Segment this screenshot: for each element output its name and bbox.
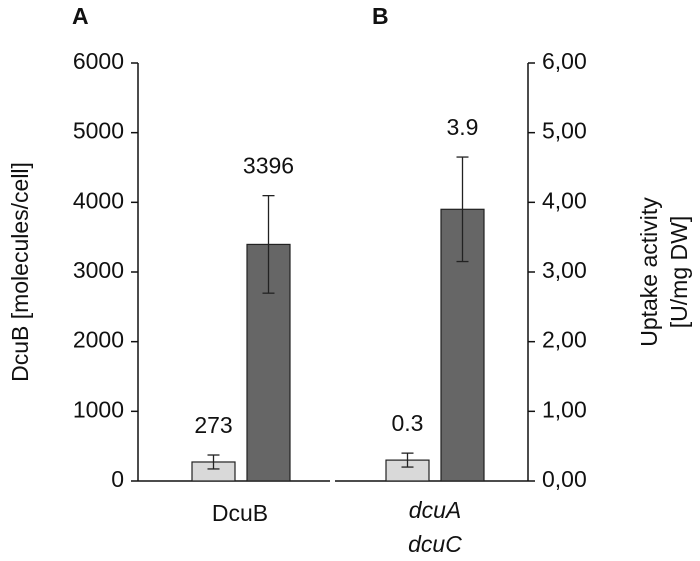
panel-label: B — [372, 3, 389, 29]
y-tick-label: 0,00 — [542, 466, 587, 492]
x-tick-label: dcuA — [409, 497, 461, 523]
y-tick-label: 5,00 — [542, 118, 587, 144]
y-axis-label: Uptake activity — [636, 197, 662, 347]
error-bar — [456, 156, 469, 263]
y-tick-label: 0 — [111, 466, 124, 492]
y-tick-label: 3000 — [73, 257, 124, 283]
y-tick-label: 3,00 — [542, 257, 587, 283]
y-tick-label: 4000 — [73, 187, 124, 213]
error-bar — [401, 452, 414, 468]
data-label: 0.3 — [392, 410, 424, 436]
data-label: 273 — [194, 412, 232, 438]
data-label: 3396 — [243, 153, 294, 179]
y-tick-label: 1,00 — [542, 396, 587, 422]
error-bar — [207, 454, 220, 470]
y-tick-label: 5000 — [73, 118, 124, 144]
y-tick-label: 2,00 — [542, 327, 587, 353]
y-tick-label: 6,00 — [542, 48, 587, 74]
y-tick-label: 2000 — [73, 327, 124, 353]
data-label: 3.9 — [447, 114, 479, 140]
y-tick-label: 6000 — [73, 48, 124, 74]
x-tick-label: DcuB — [212, 500, 268, 526]
y-tick-label: 1000 — [73, 396, 124, 422]
x-tick-label: dcuC — [408, 531, 462, 557]
y-axis-label: DcuB [molecules/cell] — [7, 162, 33, 382]
y-tick-label: 4,00 — [542, 187, 587, 213]
error-bar — [262, 194, 275, 294]
panel-label: A — [72, 3, 89, 29]
bar — [440, 208, 485, 482]
y-axis-label: [U/mg DW] — [666, 216, 692, 328]
